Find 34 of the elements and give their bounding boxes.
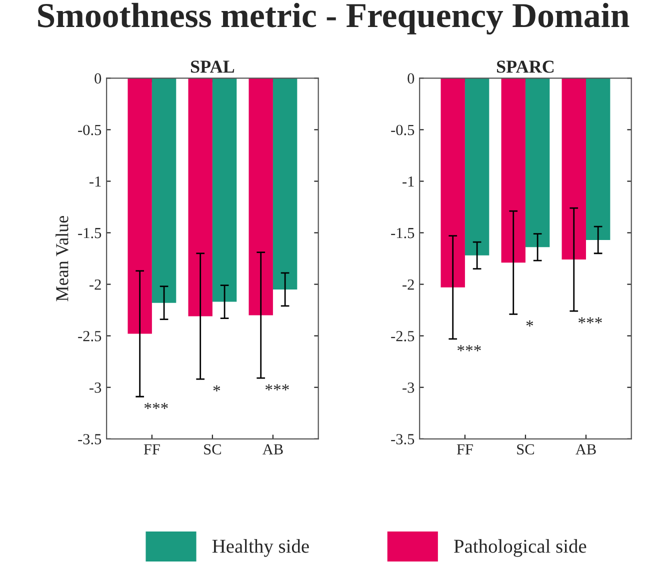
y-tick-label: -1.5 [391, 228, 414, 238]
annotation: *** [144, 402, 168, 409]
x-tick-label: SC [517, 444, 534, 454]
y-tick-label: 0 [94, 73, 102, 84]
x-tick-label: SC [204, 444, 221, 454]
annotation: *** [458, 345, 481, 352]
annotation: *** [578, 317, 602, 324]
y-tick-label: -0.5 [78, 124, 102, 136]
legend-label: Pathological side [454, 539, 586, 557]
y-tick-label: -3.5 [78, 434, 102, 444]
y-tick-label: -3 [90, 382, 102, 393]
x-tick-label: AB [576, 444, 596, 454]
y-axis-title: Mean Value [56, 216, 68, 302]
x-tick-label: AB [262, 444, 283, 454]
y-tick-label: -1.5 [78, 228, 102, 238]
y-tick-label: -2 [402, 279, 414, 290]
y-tick-label: -3.5 [391, 434, 414, 444]
chart-subtitle: SPAL [191, 60, 234, 73]
y-tick-label: -1 [402, 176, 414, 187]
y-tick-label: -0.5 [391, 124, 414, 136]
y-tick-label: -3 [402, 382, 414, 393]
chart-title: Smoothness metric - Frequency Domain [38, 2, 630, 34]
legend-label: Healthy side [212, 539, 309, 557]
annotation: * [213, 385, 220, 392]
x-tick-label: FF [144, 444, 160, 454]
y-tick-label: -2 [90, 279, 101, 290]
y-tick-label: -1 [90, 176, 101, 187]
x-tick-label: FF [456, 444, 473, 454]
y-tick-label: -2.5 [78, 331, 102, 342]
annotation: *** [266, 384, 289, 390]
chart-subtitle: SPARC [497, 60, 554, 73]
y-tick-label: 0 [408, 73, 414, 84]
y-tick-label: -2.5 [391, 331, 414, 342]
annotation: * [526, 320, 534, 326]
